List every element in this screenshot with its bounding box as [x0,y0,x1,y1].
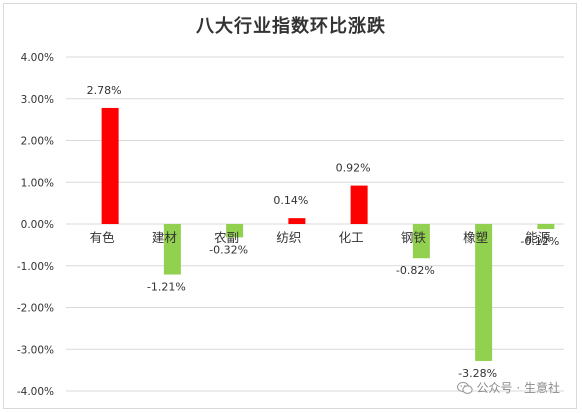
y-tick-label: -4.00% [17,386,54,398]
data-label: -0.82% [396,264,435,277]
y-tick-label: 2.00% [21,136,54,148]
x-tick-label: 橡塑 [463,230,488,245]
data-label: 2.78% [87,84,122,97]
x-tick-label: 农副 [214,230,239,245]
data-label: -0.12% [520,235,559,248]
y-tick-label: 4.00% [21,52,54,64]
chart-title: 八大行业指数环比涨跌 [196,16,386,37]
y-tick-label: -3.00% [17,344,54,356]
bar [412,224,430,259]
data-label: -1.21% [147,281,186,294]
bar [350,185,368,224]
y-tick-label: 0.00% [21,219,54,231]
bar [475,224,493,361]
data-label: 0.92% [336,162,371,175]
y-tick-label: -1.00% [17,261,54,273]
x-tick-label: 建材 [152,230,177,245]
wechat-icon [456,381,473,394]
y-tick-label: 3.00% [21,94,54,106]
watermark-text: 公众号 · 生意社 [476,381,560,395]
data-label: -0.32% [209,243,248,256]
chart-frame: 八大行业指数环比涨跌 4.00% 3.00% 2.00% 1.00% 0.00% -1.0… [3,3,577,409]
x-tick-label: 能源 [525,230,551,245]
x-tick-label: 化工 [339,230,364,245]
x-tick-label: 钢铁 [401,230,427,245]
x-tick-label: 有色 [90,230,116,245]
x-tick-label: 纺织 [276,230,301,245]
bar [537,224,555,230]
bar [101,107,119,224]
bar [288,218,306,224]
y-tick-label: -2.00% [17,303,54,315]
watermark: 公众号 · 生意社 [456,379,560,396]
bar [163,224,181,275]
data-label: 0.14% [273,194,308,207]
bar-chart: 4.00% 3.00% 2.00% 1.00% 0.00% -1.00% -2.00% -3.… [17,52,564,398]
data-label: -3.28% [458,367,497,380]
bar [226,224,244,238]
y-tick-label: 1.00% [21,177,54,189]
